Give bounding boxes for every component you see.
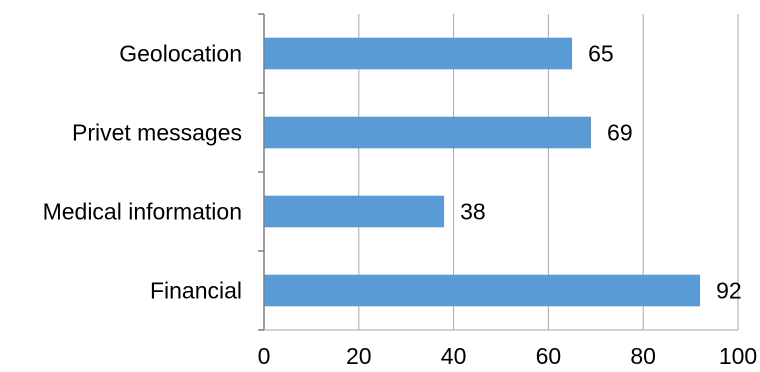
- x-tick-label: 100: [719, 343, 757, 369]
- x-tick-label: 60: [536, 343, 562, 369]
- axes: [258, 13, 738, 331]
- data-label: 38: [460, 199, 486, 225]
- x-tick-label: 80: [630, 343, 656, 369]
- data-label: 65: [588, 41, 614, 67]
- x-tick-label: 0: [258, 343, 271, 369]
- category-label: Privet messages: [72, 120, 242, 146]
- data-label: 92: [716, 278, 742, 304]
- x-tick-label: 20: [346, 343, 372, 369]
- bar: [264, 195, 445, 228]
- bar: [264, 274, 701, 307]
- category-label: Financial: [150, 278, 242, 304]
- bar: [264, 116, 592, 149]
- category-label: Geolocation: [119, 41, 242, 67]
- bar: [264, 37, 573, 70]
- labels: 0 20 40 60 80 100 Geolocation 65 Privet messages…: [43, 41, 758, 370]
- category-label: Medical information: [43, 199, 242, 225]
- bars: [264, 37, 701, 307]
- x-tick-label: 40: [441, 343, 467, 369]
- data-label: 69: [607, 120, 633, 146]
